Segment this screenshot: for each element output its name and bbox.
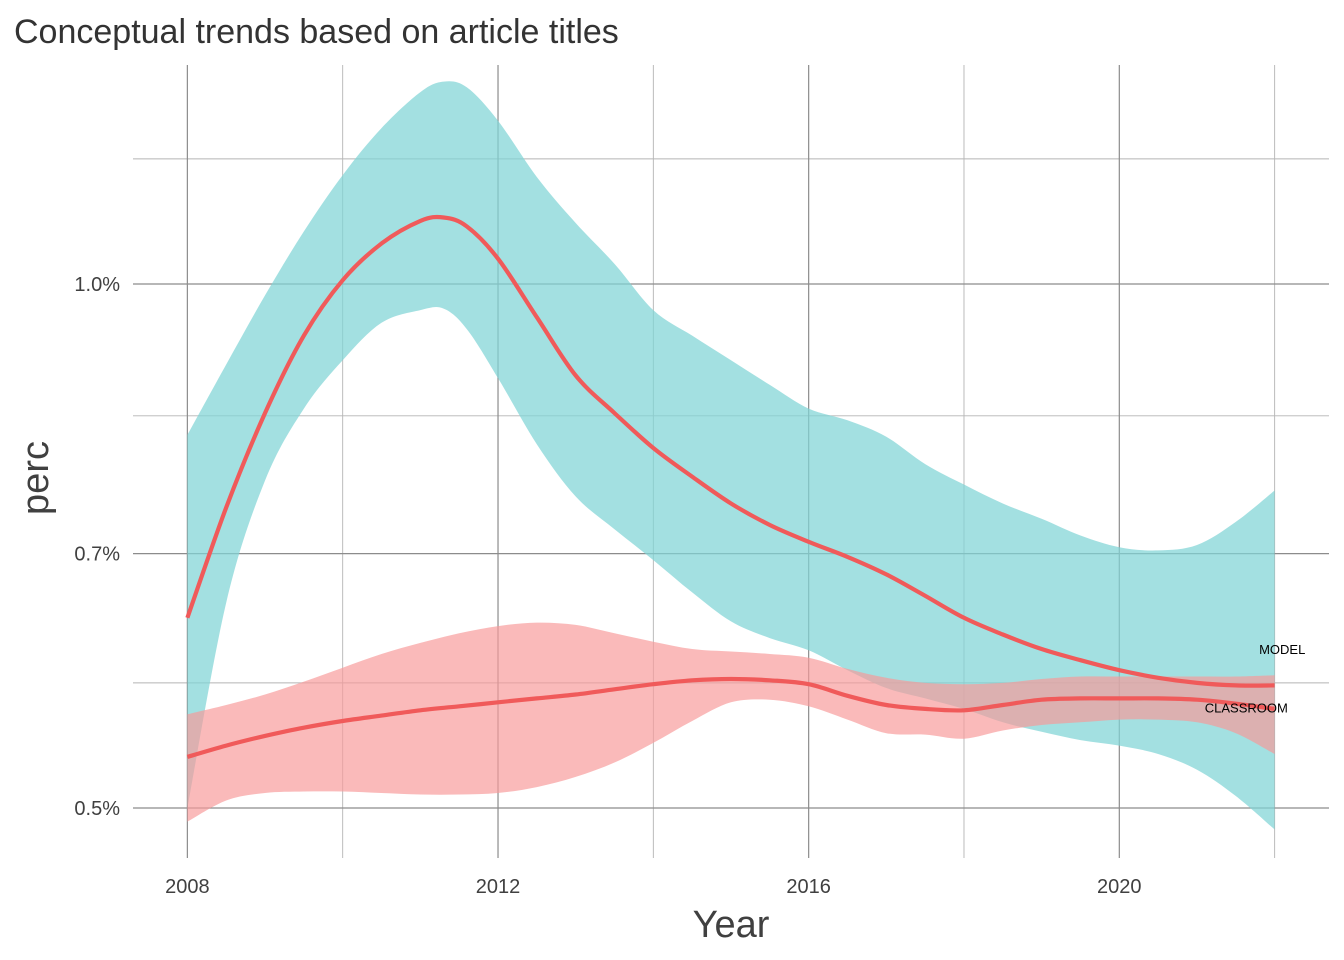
band-classroom	[187, 622, 1275, 822]
line-classroom	[186, 676, 1275, 759]
y-tick-label: 0.7%	[74, 544, 120, 566]
band-model	[187, 81, 1275, 830]
x-axis-ticks: 2008 2012 2016 2020	[165, 876, 1141, 898]
x-tick-label: 2012	[476, 876, 521, 898]
x-tick-label: 2020	[1097, 876, 1142, 898]
chart-title: Conceptual trends based on article title…	[14, 13, 619, 51]
series-labels: MODEL CLASSROOM	[1205, 642, 1306, 716]
confidence-bands	[187, 81, 1275, 830]
line-model	[185, 214, 1275, 688]
series-label: CLASSROOM	[1205, 701, 1288, 716]
series-label: MODEL	[1259, 642, 1305, 657]
y-axis-ticks: 0.5% 0.7% 1.0%	[74, 274, 120, 820]
series-lines	[185, 214, 1275, 759]
x-axis-title: Year	[693, 904, 770, 946]
y-axis-title: perc	[15, 441, 57, 515]
y-tick-label: 1.0%	[74, 274, 120, 296]
x-tick-label: 2016	[786, 876, 831, 898]
x-tick-label: 2008	[165, 876, 210, 898]
y-tick-label: 0.5%	[74, 798, 120, 820]
